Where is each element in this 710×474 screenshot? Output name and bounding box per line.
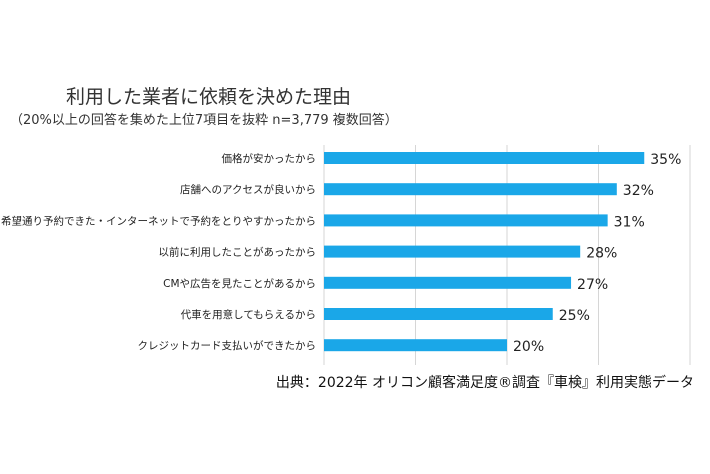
data-label: 27%: [577, 277, 608, 293]
chart-subtitle: （20%以上の回答を集めた上位7項目を抜粋 n=3,779 複数回答）: [10, 112, 398, 128]
category-label: 店舗へのアクセスが良いから: [180, 183, 316, 196]
bar: [324, 276, 572, 289]
bar: [324, 183, 617, 196]
data-label: 32%: [623, 183, 654, 199]
bar: [324, 214, 608, 227]
bar: [324, 245, 581, 258]
data-label: 31%: [614, 214, 645, 230]
category-label: クレジットカード支払いができたから: [138, 339, 317, 352]
source-note: 出典：2022年 オリコン顧客満足度®調査『車検』利用実態データ: [276, 374, 694, 391]
category-label: 希望通り予約できた・インターネットで予約をとりやすかったから: [1, 214, 316, 227]
bar: [324, 152, 645, 164]
data-label: 20%: [513, 339, 544, 355]
bar: [324, 339, 507, 352]
data-label: 35%: [650, 152, 681, 168]
data-label: 28%: [586, 246, 617, 262]
chart-title: 利用した業者に依頼を決めた理由: [66, 86, 351, 108]
category-label: CMや広告を見たことがあるから: [163, 277, 316, 290]
data-label: 25%: [559, 308, 590, 324]
bars: 価格が安かったから 35% 店舗へのアクセスが良いから 32% 希望通り予約できた・イン…: [1, 152, 681, 355]
category-label: 代車を用意してもらえるから: [181, 308, 316, 321]
bar: [324, 308, 553, 320]
category-label: 価格が安かったから: [222, 152, 317, 165]
category-label: 以前に利用したことがあったから: [159, 246, 317, 259]
